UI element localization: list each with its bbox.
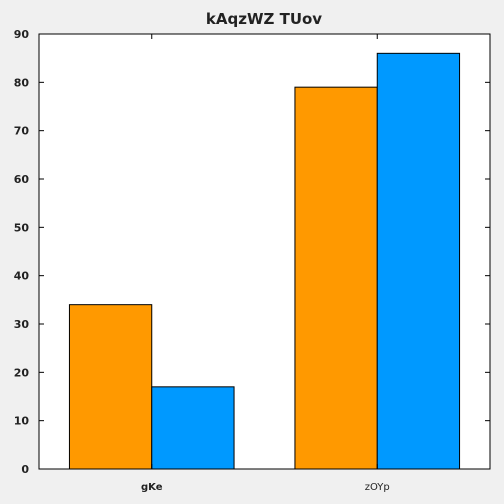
- y-tick-label: 40: [14, 270, 30, 283]
- y-tick-label: 90: [14, 28, 30, 41]
- bar-gKe-series-1: [68, 304, 153, 470]
- y-tick-label: 50: [14, 221, 30, 234]
- bar-zOYp-series-2: [376, 52, 461, 470]
- y-tick-label: 80: [14, 76, 30, 89]
- y-tick-label: 0: [21, 463, 29, 476]
- bar-zOYp-series-1: [294, 86, 378, 470]
- bar-gKe-series-2: [151, 386, 235, 470]
- x-axis: gKe zOYp: [141, 34, 390, 493]
- y-axis: 0 10 20 30 40 50 60 70 80 90: [14, 28, 490, 476]
- y-tick-label: 30: [14, 318, 30, 331]
- y-tick-label: 60: [14, 173, 30, 186]
- chart-title: kAqzWZ TUov: [206, 10, 322, 28]
- y-tick-label: 70: [14, 125, 30, 138]
- y-tick-label: 20: [14, 366, 30, 379]
- y-tick-label: 10: [14, 415, 30, 428]
- x-tick-label-gKe: gKe: [141, 482, 163, 493]
- bars-group: [68, 52, 461, 470]
- x-tick-label-zOYp: zOYp: [365, 482, 390, 493]
